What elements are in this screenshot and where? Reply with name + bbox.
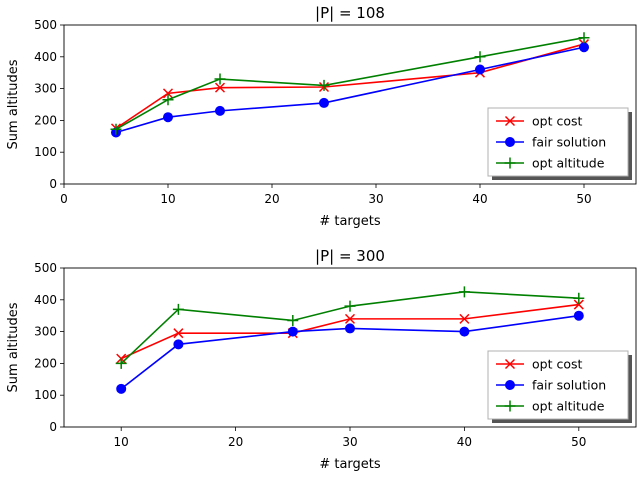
legend-label: opt cost [532,114,582,129]
chart-panel-2: |P| = 300 # targets Sum altitudes 10 20 30 40 5… [6,247,637,472]
legend-label: fair solution [532,378,606,393]
y-tick-label: 500 [34,261,57,275]
x-tick-label: 40 [457,435,472,449]
data-point [173,339,184,350]
legend-item: opt altitude [496,156,605,171]
legend-label: opt altitude [532,156,605,171]
x-tick-label: 50 [571,435,586,449]
data-point [287,326,298,337]
y-tick-label: 300 [34,82,57,96]
legend-marker [504,400,516,412]
series-opt-altitude [115,286,585,369]
data-point [214,82,226,93]
y-tick-label: 200 [34,113,57,127]
x-tick-label: 30 [342,435,357,449]
data-point [459,313,470,324]
y-tick-label: 100 [34,388,57,402]
data-point [215,105,225,116]
data-point [573,292,585,304]
legend-marker [504,157,516,169]
series-line [115,43,585,130]
data-point [458,286,470,298]
data-point [573,299,584,310]
data-point [214,73,226,85]
chart-title: |P| = 300 [315,247,385,265]
series-line [120,303,579,360]
data-point [115,357,127,369]
legend-item: opt cost [496,114,582,129]
series-line [115,46,585,134]
x-tick-label: 10 [160,192,175,206]
data-point [579,42,589,53]
y-tick-label: 0 [49,420,57,434]
data-point [110,123,122,135]
data-point [573,310,584,321]
legend-marker [505,137,515,147]
x-tick-label: 30 [368,192,383,206]
legend-item: fair solution [496,135,606,150]
legend: opt cost fair solution opt altitude [487,107,632,180]
x-axis-label: # targets [319,214,381,229]
data-point [162,88,174,99]
data-point [319,97,329,108]
y-tick-label: 100 [34,145,57,159]
data-point [163,112,173,123]
legend-marker [504,358,516,370]
y-tick-label: 500 [34,18,57,32]
legend-marker [505,380,515,390]
data-point [173,328,184,339]
data-point [344,313,356,324]
plot-frame [63,267,637,428]
x-tick-label: 10 [114,435,129,449]
data-point [578,32,590,44]
data-point [475,64,485,75]
x-tick-label: 40 [472,192,487,206]
data-point [287,314,299,326]
y-tick-label: 300 [34,325,57,339]
x-tick-label: 20 [264,192,279,206]
data-point [345,323,355,334]
y-tick-label: 0 [49,177,57,191]
x-axis-label: # targets [319,457,381,472]
y-tick-label: 200 [34,356,57,370]
series-line [120,314,579,390]
chart-title: |P| = 108 [315,4,385,22]
series-line [120,291,579,364]
legend-item: opt altitude [496,399,605,414]
legend-marker [504,115,516,127]
legend: opt cost fair solution opt altitude [487,350,632,423]
x-tick-label: 20 [228,435,243,449]
data-point [318,79,330,91]
legend-item: fair solution [496,378,606,393]
x-tick-label: 50 [576,192,591,206]
data-point [116,383,127,394]
legend-label: opt cost [532,357,582,372]
series-line [115,36,585,130]
x-tick-label: 0 [60,192,68,206]
series-opt-altitude [110,32,590,135]
data-point [344,300,356,312]
data-point [162,94,174,106]
y-tick-label: 400 [34,50,57,64]
legend-item: opt cost [496,357,582,372]
data-point [459,326,470,337]
legend-label: fair solution [532,135,606,150]
y-tick-label: 400 [34,293,57,307]
legend-label: opt altitude [532,399,605,414]
chart-panel-1: |P| = 108 # targets Sum altitudes 0 10 20 30 40… [6,4,637,229]
y-axis-label: Sum altitudes [6,302,21,392]
series-fair-solution [116,310,584,394]
data-point [474,51,486,63]
data-point [172,303,184,315]
plot-frame [63,24,637,185]
y-axis-label: Sum altitudes [6,59,21,149]
